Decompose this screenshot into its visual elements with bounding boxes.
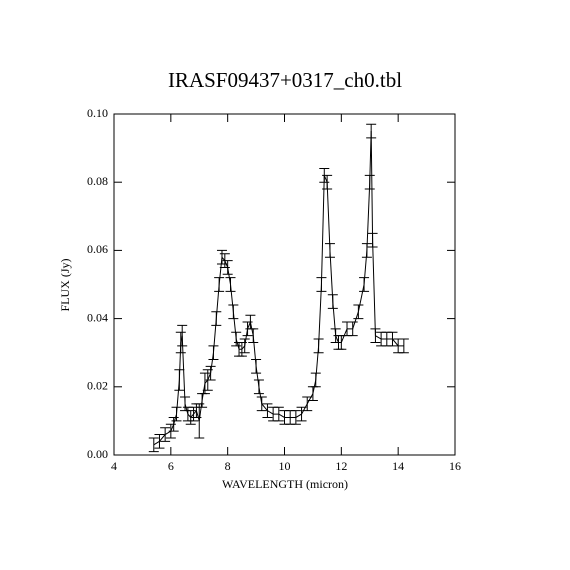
error-bar	[256, 396, 267, 412]
error-bar	[211, 311, 222, 326]
y-tick-label: 0.04	[87, 310, 108, 324]
error-bar	[251, 359, 262, 374]
error-bar	[174, 369, 185, 391]
y-tick-label: 0.00	[87, 447, 108, 461]
y-tick-label: 0.02	[87, 379, 108, 393]
y-tick-label: 0.08	[87, 174, 108, 188]
x-tick-label: 8	[225, 459, 231, 473]
error-bar	[398, 338, 409, 354]
error-bar	[248, 328, 259, 343]
error-bar	[273, 406, 284, 422]
error-bar	[197, 393, 208, 408]
error-bar	[290, 410, 301, 425]
x-tick-label: 6	[168, 459, 174, 473]
error-bar	[364, 174, 375, 190]
error-bar	[370, 328, 381, 343]
error-bar	[222, 260, 233, 275]
error-bar	[347, 321, 358, 337]
chart-title: IRASF09437+0317_ch0.tbl	[168, 68, 402, 92]
y-tick-label: 0.10	[87, 106, 108, 120]
error-bar	[322, 174, 333, 190]
plot-frame	[113, 113, 456, 456]
error-bar	[353, 304, 364, 320]
x-tick-label: 10	[279, 459, 291, 473]
error-bar	[359, 277, 370, 292]
error-bar	[239, 338, 250, 354]
error-bar	[177, 324, 188, 347]
x-tick-label: 12	[335, 459, 347, 473]
x-tick-label: 4	[111, 459, 117, 473]
error-bar	[313, 338, 324, 354]
x-tick-label: 16	[449, 459, 461, 473]
error-bar	[148, 437, 159, 453]
spectrum-line	[153, 131, 404, 446]
error-bar	[316, 277, 327, 292]
error-bar	[225, 277, 236, 292]
error-bar	[387, 331, 398, 347]
error-bar	[214, 277, 225, 292]
x-axis-label: WAVELENGTH (micron)	[222, 477, 348, 491]
error-bar	[228, 304, 239, 320]
error-bar	[307, 386, 318, 401]
error-bar	[182, 406, 193, 422]
error-bar	[234, 341, 245, 357]
error-bar	[154, 434, 165, 449]
error-bar	[205, 365, 216, 381]
y-axis-label: FLUX (Jy)	[58, 258, 72, 311]
error-bar	[171, 406, 182, 422]
error-bar	[160, 427, 171, 442]
error-bar	[310, 372, 321, 388]
error-bar	[366, 123, 377, 139]
error-bar	[302, 396, 313, 412]
y-tick-label: 0.06	[87, 242, 108, 256]
x-tick-label: 14	[392, 459, 404, 473]
error-bar	[361, 243, 372, 258]
error-bar	[262, 403, 273, 418]
error-bar	[367, 232, 378, 248]
error-bar	[231, 331, 242, 347]
error-bar	[208, 345, 219, 361]
error-bar	[253, 379, 264, 395]
error-bar	[327, 294, 338, 309]
error-bar	[175, 331, 186, 354]
error-bar	[324, 243, 335, 258]
error-bar	[296, 406, 307, 422]
error-bar	[180, 396, 191, 412]
